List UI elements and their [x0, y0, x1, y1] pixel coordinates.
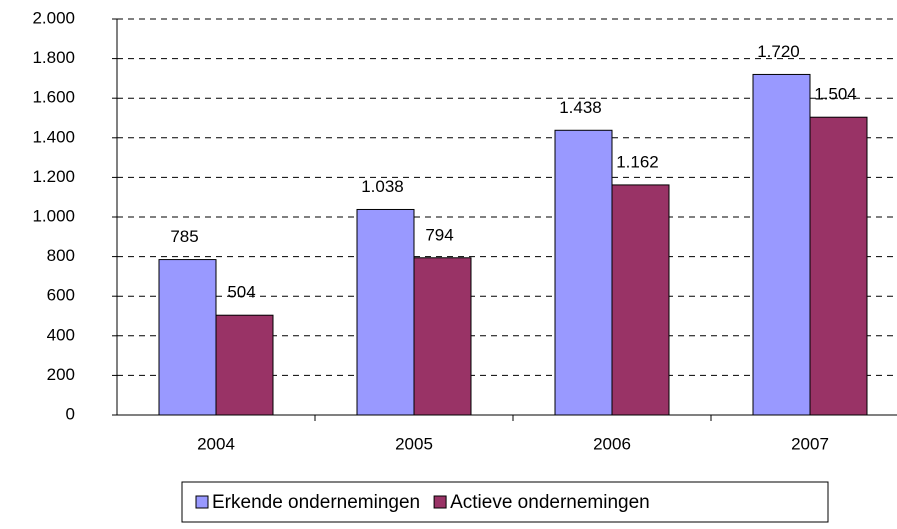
value-label: 1.504 — [814, 85, 857, 104]
legend-label: Erkende ondernemingen — [212, 492, 420, 513]
legend-label: Actieve ondernemingen — [450, 492, 650, 513]
value-label: 794 — [425, 225, 453, 244]
bar — [158, 259, 217, 416]
y-tick-label: 2.000 — [32, 8, 75, 27]
bar — [752, 73, 811, 416]
y-tick-label: 400 — [47, 325, 75, 344]
value-label: 1.038 — [361, 177, 404, 196]
y-tick-label: 0 — [66, 404, 75, 423]
y-tick-label: 1.400 — [32, 127, 75, 146]
y-tick-label: 800 — [47, 246, 75, 265]
x-tick-label: 2005 — [395, 434, 433, 453]
legend-swatch — [195, 495, 209, 509]
value-label: 1.162 — [616, 152, 659, 171]
bar — [215, 314, 274, 416]
y-tick-label: 1.800 — [32, 48, 75, 67]
y-tick-label: 1.200 — [32, 167, 75, 186]
value-label: 1.438 — [559, 98, 602, 117]
bar — [611, 184, 670, 416]
x-tick-label: 2007 — [791, 434, 829, 453]
x-tick-label: 2004 — [197, 434, 235, 453]
bar — [809, 116, 868, 416]
y-tick-label: 1.000 — [32, 206, 75, 225]
y-tick-label: 600 — [47, 286, 75, 305]
bar — [413, 257, 472, 416]
bar — [356, 208, 415, 416]
y-tick-label: 1.600 — [32, 88, 75, 107]
x-tick-label: 2006 — [593, 434, 631, 453]
bar — [554, 129, 613, 416]
y-tick-label: 200 — [47, 365, 75, 384]
value-label: 1.720 — [757, 42, 800, 61]
legend — [181, 481, 829, 523]
value-label: 785 — [170, 227, 198, 246]
value-label: 504 — [227, 283, 255, 302]
legend-swatch — [433, 495, 447, 509]
